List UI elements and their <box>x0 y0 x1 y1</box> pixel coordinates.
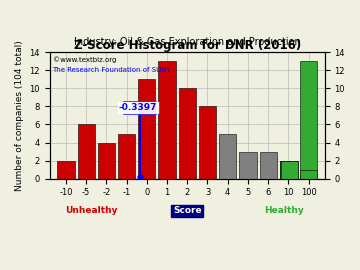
Text: ©www.textbiz.org: ©www.textbiz.org <box>53 56 116 63</box>
Text: Unhealthy: Unhealthy <box>65 207 117 215</box>
Bar <box>179 88 196 179</box>
Title: Z-Score Histogram for DNR (2016): Z-Score Histogram for DNR (2016) <box>74 39 301 52</box>
Text: Healthy: Healthy <box>264 207 303 215</box>
Bar <box>199 106 216 179</box>
Y-axis label: Number of companies (104 total): Number of companies (104 total) <box>15 40 24 191</box>
Bar <box>158 61 176 179</box>
Bar <box>300 61 317 179</box>
Text: The Research Foundation of SUNY: The Research Foundation of SUNY <box>53 68 171 73</box>
Bar <box>57 161 75 179</box>
Bar <box>118 133 135 179</box>
Bar <box>138 79 156 179</box>
Bar <box>280 170 297 179</box>
Bar <box>98 143 115 179</box>
Bar <box>78 124 95 179</box>
Bar <box>239 151 257 179</box>
Bar <box>280 161 297 179</box>
Bar <box>280 161 297 179</box>
Bar <box>280 161 298 179</box>
Bar <box>281 161 298 179</box>
Text: -0.3397: -0.3397 <box>119 103 157 112</box>
Text: Industry: Oil & Gas Exploration and Production: Industry: Oil & Gas Exploration and Prod… <box>74 37 301 47</box>
Bar <box>260 151 277 179</box>
Bar <box>300 170 317 179</box>
Bar <box>219 133 236 179</box>
Text: Score: Score <box>173 207 202 215</box>
